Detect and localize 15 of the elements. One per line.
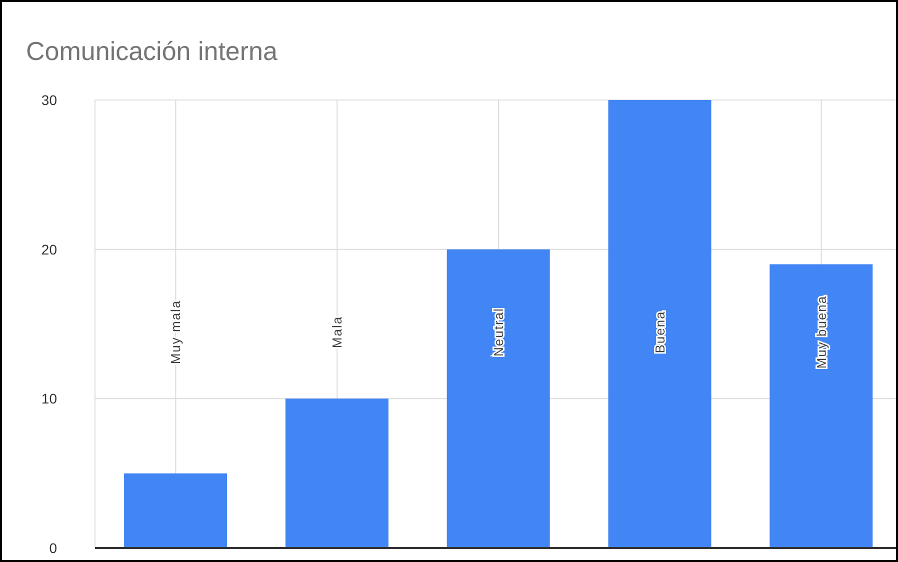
bar [770, 264, 873, 548]
chart-title: Comunicación interna [26, 36, 278, 67]
x-tick-label: Buena [652, 310, 668, 354]
x-tick-label: Muy buena [814, 295, 829, 369]
bar [285, 398, 388, 548]
y-tick-label: 30 [41, 92, 58, 108]
y-tick-label: 20 [41, 241, 58, 258]
x-tick-label: Neutral [491, 308, 506, 356]
y-tick-label: 0 [49, 540, 58, 556]
bar [608, 100, 712, 548]
bar [446, 249, 550, 548]
x-tick-label: Mala [330, 316, 345, 348]
x-tick-label: Muy mala [168, 300, 184, 364]
bar [124, 473, 228, 548]
y-tick-label: 10 [41, 390, 58, 407]
